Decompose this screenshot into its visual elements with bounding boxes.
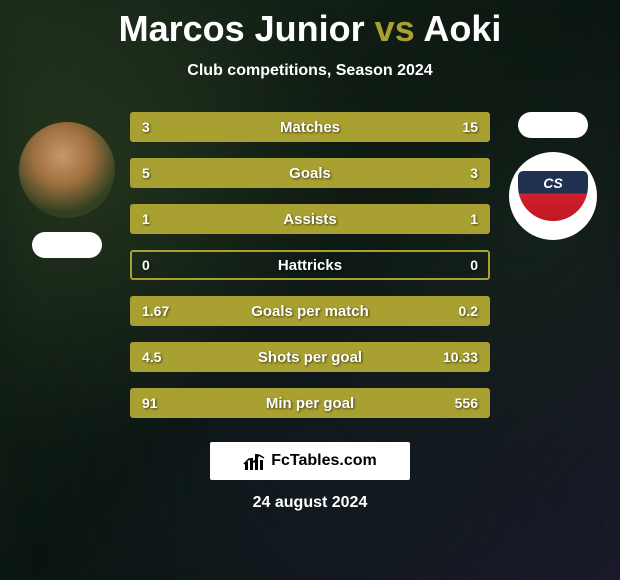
stats-column: 3Matches155Goals31Assists10Hattricks01.6… xyxy=(122,112,498,434)
stat-value-right: 1 xyxy=(428,211,488,227)
comparison-title: Marcos Junior vs Aoki xyxy=(0,8,620,50)
stat-label: Min per goal xyxy=(192,395,428,412)
stat-label: Assists xyxy=(192,211,428,228)
stat-label: Hattricks xyxy=(192,257,428,274)
player1-club-pill xyxy=(32,232,102,258)
stat-label: Goals per match xyxy=(192,303,428,320)
stat-value-left: 5 xyxy=(132,165,192,181)
stat-label: Goals xyxy=(192,165,428,182)
stat-value-right: 0.2 xyxy=(428,303,488,319)
stat-value-right: 15 xyxy=(428,119,488,135)
bar-chart-icon xyxy=(243,450,265,472)
stat-label: Shots per goal xyxy=(192,349,428,366)
main-area: 3Matches155Goals31Assists10Hattricks01.6… xyxy=(0,112,620,434)
stat-row: 1Assists1 xyxy=(130,204,490,234)
stat-row: 4.5Shots per goal10.33 xyxy=(130,342,490,372)
subtitle: Club competitions, Season 2024 xyxy=(0,62,620,80)
stat-row: 0Hattricks0 xyxy=(130,250,490,280)
stat-value-right: 556 xyxy=(428,395,488,411)
stat-value-left: 0 xyxy=(132,257,192,273)
player-right-column xyxy=(498,112,608,254)
branding-box: FcTables.com xyxy=(210,442,410,480)
stat-value-left: 3 xyxy=(132,119,192,135)
player-left-column xyxy=(12,112,122,258)
stat-row: 5Goals3 xyxy=(130,158,490,188)
stat-value-right: 3 xyxy=(428,165,488,181)
stat-label: Matches xyxy=(192,119,428,136)
player1-photo xyxy=(19,122,115,218)
vs-separator: vs xyxy=(375,8,415,49)
branding-text: FcTables.com xyxy=(271,452,377,470)
stat-value-left: 1 xyxy=(132,211,192,227)
stat-row: 1.67Goals per match0.2 xyxy=(130,296,490,326)
player1-name: Marcos Junior xyxy=(119,8,365,49)
stat-value-left: 91 xyxy=(132,395,192,411)
content-container: Marcos Junior vs Aoki Club competitions,… xyxy=(0,0,620,512)
stat-value-left: 4.5 xyxy=(132,349,192,365)
stat-row: 3Matches15 xyxy=(130,112,490,142)
player2-name: Aoki xyxy=(423,8,501,49)
player2-club-badge xyxy=(509,152,597,240)
date-label: 24 august 2024 xyxy=(0,494,620,512)
club-badge-shield xyxy=(518,171,588,221)
player2-club-pill xyxy=(518,112,588,138)
stat-row: 91Min per goal556 xyxy=(130,388,490,418)
stat-value-right: 10.33 xyxy=(428,349,488,365)
stat-value-right: 0 xyxy=(428,257,488,273)
stat-value-left: 1.67 xyxy=(132,303,192,319)
